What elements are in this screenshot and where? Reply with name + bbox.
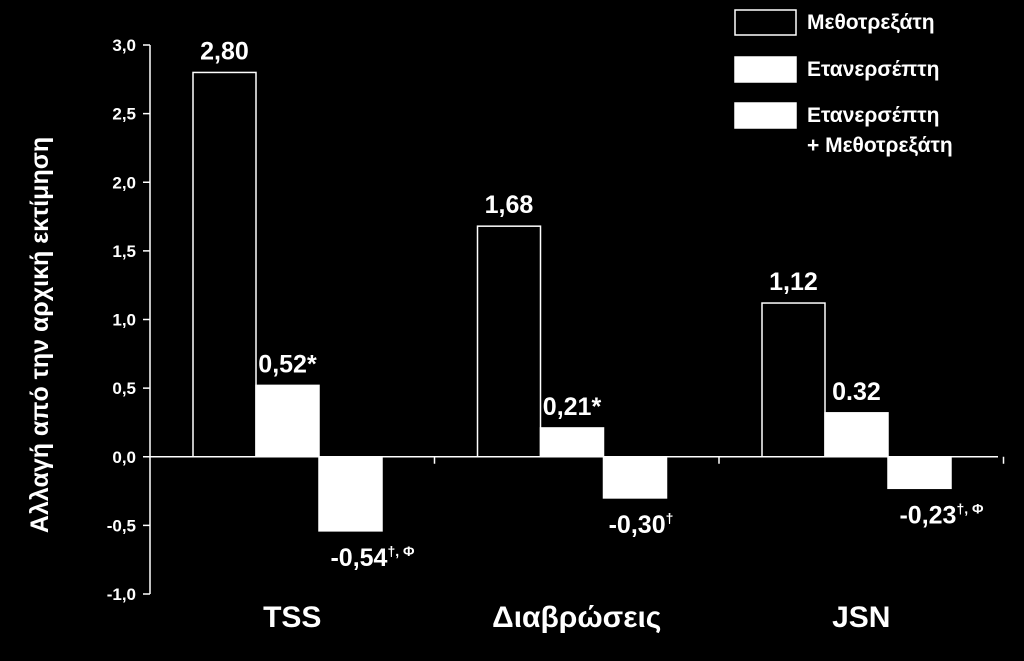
y-tick-label: -0,5 [107,516,136,535]
legend-swatch [734,9,797,36]
y-tick-label: 0,5 [112,379,136,398]
data-label: 1,68 [485,191,534,219]
y-tick-label: 0,0 [112,448,136,467]
bar [539,427,605,458]
legend-swatch [734,102,797,129]
bar [824,412,889,458]
data-label: -0,23†, Φ [899,500,984,529]
bar [476,225,542,458]
bar [761,302,826,458]
legend: Μεθοτρεξάτη Ετανερσέπτη Ετανερσέπτη + Μεθοτ… [734,9,953,157]
data-labels: 2,80 1,68 1,12 0,52* 0,21* 0.32 -0,54†, Φ -0,30… [200,37,984,571]
y-tick-label: 1,0 [112,311,136,330]
category-label: Διαβρώσεις [492,601,661,634]
y-tick-label: 1,5 [112,242,136,261]
legend-label: + Μεθοτρεξάτη [807,134,953,157]
legend-label: Ετανερσέπτη [807,104,939,127]
legend-label: Μεθοτρεξάτη [807,11,935,34]
data-label: 0,52* [258,350,317,378]
bar [602,456,668,499]
y-tick-label: -1,0 [107,585,136,604]
category-label: JSN [832,601,890,634]
data-label: -0,54†, Φ [330,543,415,572]
data-label: 1,12 [769,268,818,296]
data-label: 2,80 [200,37,249,65]
bar [192,71,257,458]
y-axis-label: Αλλαγή από την αρχική εκτίμηση [26,137,54,533]
data-label: -0,30† [609,510,674,539]
data-label: 0.32 [832,378,881,406]
bars [192,71,952,532]
bar [887,456,952,490]
y-tick-label: 3,0 [112,36,136,55]
bar [318,456,383,532]
category-label: TSS [263,601,321,634]
axes: -1,0 -0,5 0,0 0,5 1,0 1,5 2,0 2,5 3,0 TSS Διαβρώσε… [107,36,1005,634]
y-tick-label: 2,0 [112,173,136,192]
data-label: 0,21* [543,393,602,421]
legend-swatch [734,56,797,83]
legend-label: Ετανερσέπτη [807,58,939,81]
bar [255,384,320,458]
y-tick-label: 2,5 [112,105,136,124]
